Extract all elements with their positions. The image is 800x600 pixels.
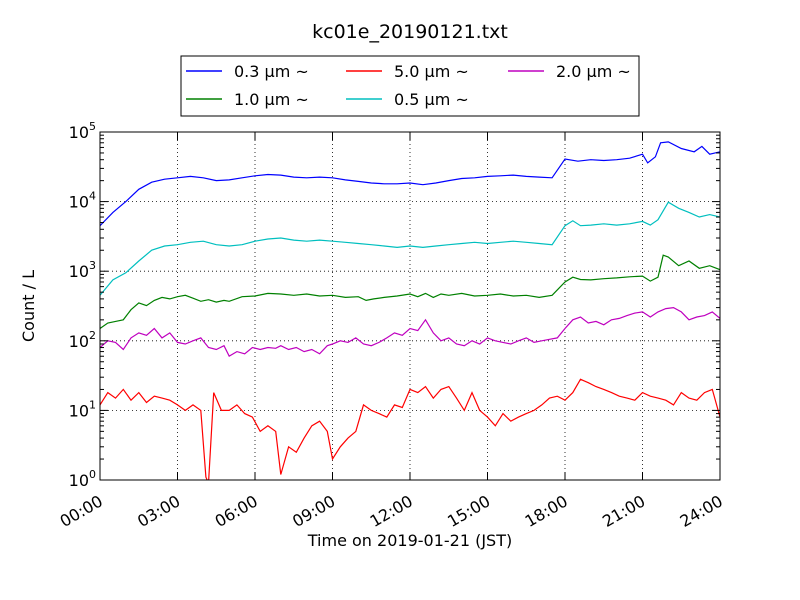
x-tick-label: 18:00 [522,491,571,531]
chart-title: kc01e_20190121.txt [312,21,508,43]
grid [100,132,720,480]
legend: 0.3 μm ~ 1.0 μm ~ 5.0 μm ~ 0.5 μm ~ 2.0 μm ~ [180,55,640,117]
x-tick-label: 21:00 [599,491,648,531]
x-tick-label: 24:00 [677,491,726,531]
x-tick-label: 09:00 [289,491,338,531]
y-axis-label: Count / L [19,270,38,342]
x-tick-label: 15:00 [444,491,493,531]
series-line [100,306,720,358]
legend-label: 0.3 μm ~ [234,62,309,81]
y-tick-label: 104 [69,190,96,212]
y-axis: 100 101 102 103 104 105 [69,120,720,490]
legend-label: 2.0 μm ~ [556,62,631,81]
y-tick-label: 101 [69,398,96,420]
series-line [100,378,720,480]
legend-label: 0.5 μm ~ [394,90,469,109]
series-line [100,201,720,296]
series-line [100,254,720,329]
legend-box [180,55,640,117]
plot-area [100,132,720,480]
y-tick-label: 103 [69,259,96,281]
x-axis-label: Time on 2019-01-21 (JST) [307,531,512,550]
y-tick-label: 102 [69,329,96,351]
legend-label: 5.0 μm ~ [394,62,469,81]
series-line [100,141,720,227]
x-tick-label: 03:00 [134,491,183,531]
y-tick-label: 105 [69,120,96,142]
x-tick-label: 06:00 [212,491,261,531]
x-tick-label: 12:00 [367,491,416,531]
series-lines [100,141,720,480]
legend-label: 1.0 μm ~ [234,90,309,109]
x-tick-label: 00:00 [57,491,106,531]
y-tick-label: 100 [69,468,96,490]
